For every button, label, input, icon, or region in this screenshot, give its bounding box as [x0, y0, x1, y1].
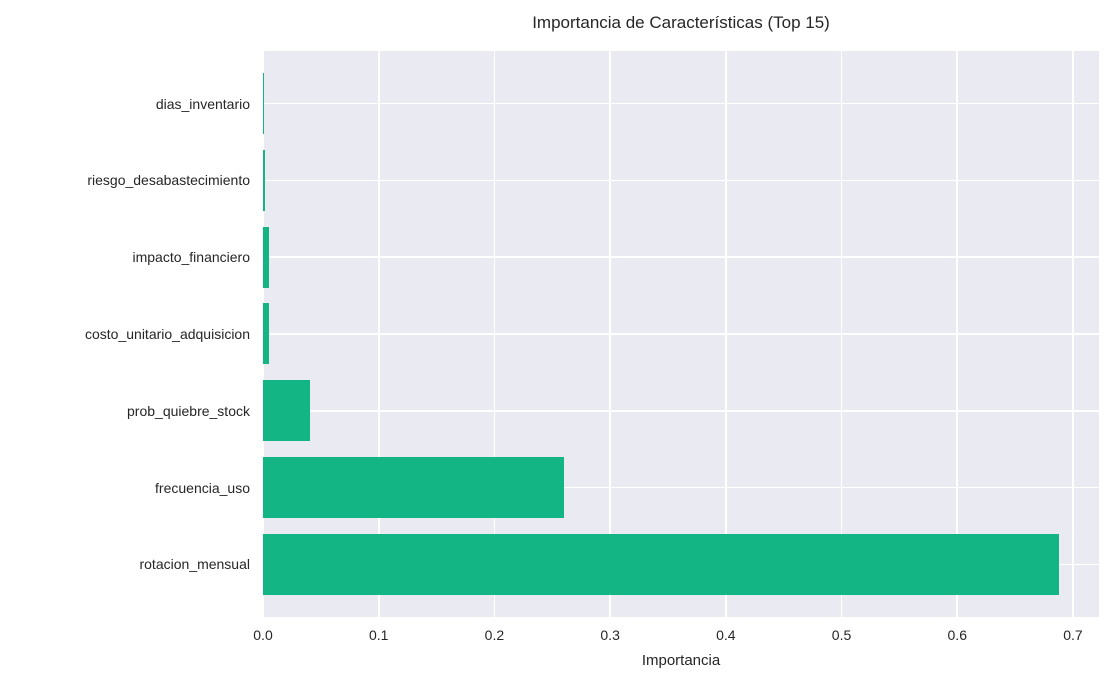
y-gridline	[263, 486, 1099, 489]
x-tick-label: 0.4	[716, 627, 736, 643]
y-tick-label: frecuencia_uso	[155, 479, 250, 496]
bar-prob_quiebre_stock	[263, 380, 311, 442]
bar-costo_unitario_adquisicion	[263, 303, 269, 365]
chart-title: Importancia de Características (Top 15)	[532, 13, 830, 32]
y-gridline	[263, 102, 1099, 105]
x-tick-label: 0.2	[484, 627, 505, 643]
x-tick-label: 0.5	[831, 627, 852, 643]
y-gridline	[263, 256, 1099, 258]
y-tick-label: rotacion_mensual	[139, 556, 250, 573]
bar-rotacion_mensual	[263, 533, 1060, 595]
bar-frecuencia_uso	[263, 457, 564, 519]
x-tick-label: 0.0	[253, 627, 273, 643]
y-tick-label: dias_inventario	[155, 95, 250, 112]
x-axis-label: Importancia	[641, 652, 721, 669]
y-gridline	[263, 333, 1099, 335]
y-tick-label: prob_quiebre_stock	[127, 402, 250, 419]
x-tick-label: 0.6	[947, 627, 967, 643]
x-tick-label: 0.1	[368, 627, 389, 643]
y-tick-label: costo_unitario_adquisicion	[85, 325, 250, 342]
bar-dias_inventario	[263, 73, 265, 134]
y-gridline	[263, 410, 1099, 412]
bar-impacto_financiero	[263, 226, 269, 288]
plot-area	[262, 51, 1099, 617]
y-tick-label: riesgo_desabastecimiento	[87, 172, 250, 189]
y-gridline	[263, 179, 1099, 182]
x-tick-label: 0.7	[1063, 627, 1083, 643]
bar-riesgo_desabastecimiento	[263, 149, 266, 211]
y-tick-label: impacto_financiero	[132, 249, 250, 266]
x-tick-label: 0.3	[600, 627, 620, 643]
